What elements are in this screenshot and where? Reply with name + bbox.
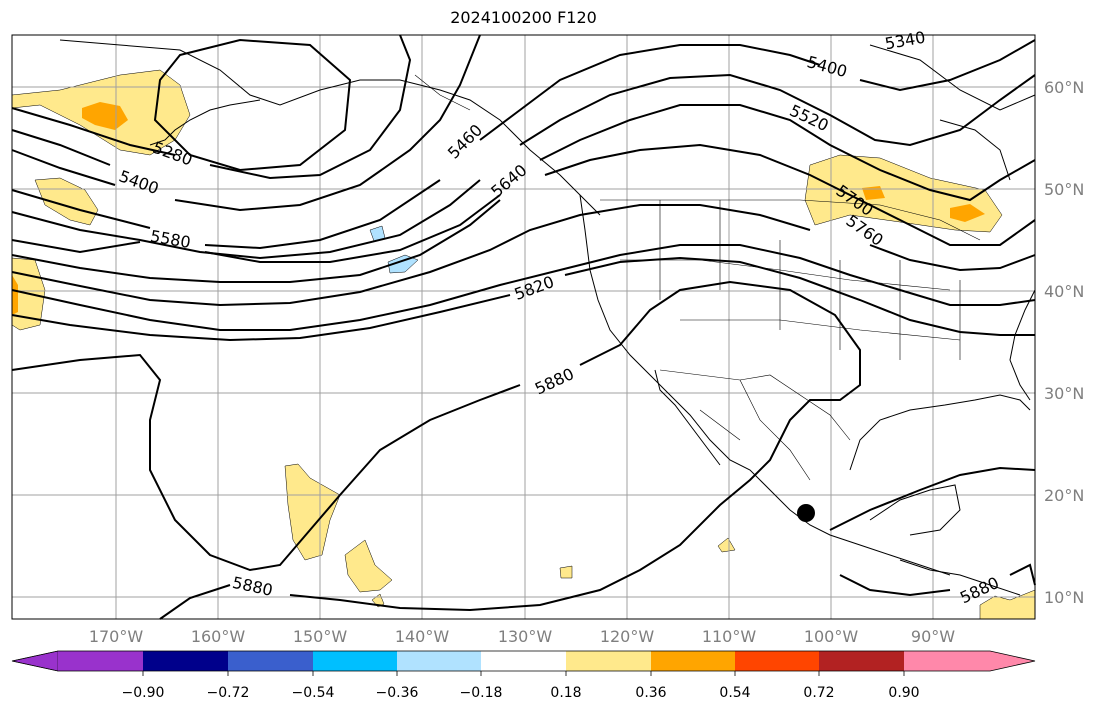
shade-pacific-small [34, 177, 99, 226]
coast-yucatan [869, 484, 961, 536]
contour-5520 [11, 73, 1036, 260]
lat-label-10n: 10°N [1044, 588, 1084, 607]
lon-label-120w: 120°W [600, 627, 655, 646]
hudson-bay [939, 119, 1011, 181]
lon-label-130w: 130°W [498, 627, 553, 646]
colorbar-extend-low [11, 650, 59, 672]
contour-5640 [11, 143, 1036, 283]
lat-label-30n: 30°N [1044, 384, 1084, 403]
shade-hawaii-b [344, 539, 393, 593]
lon-label-110w: 110°W [702, 627, 757, 646]
shade-great-lakes-core-b [950, 204, 985, 222]
map-background [12, 35, 1035, 619]
colorbar: −0.90 −0.72 −0.54 −0.36 −0.18 0.18 0.36 … [11, 650, 1036, 701]
contour-5880-south [159, 584, 231, 620]
coast-east-us [1009, 289, 1036, 401]
map-frame [11, 34, 1036, 620]
lat-label-50n: 50°N [1044, 180, 1084, 199]
lon-label-160w: 160°W [191, 627, 246, 646]
lon-label-150w: 150°W [293, 627, 348, 646]
colorbar-segment [819, 651, 904, 671]
colorbar-tick-label: −0.90 [122, 685, 165, 701]
height-contours [11, 34, 1036, 620]
border-us-canada [600, 199, 981, 241]
colorbar-segment [228, 651, 313, 671]
colorbar-segment [58, 651, 143, 671]
contour-5880-east [829, 466, 1036, 597]
contour-5400 [11, 34, 481, 212]
contour-5880-west [11, 280, 861, 612]
coast-baja [654, 369, 721, 466]
colorbar-tick-label: −0.36 [376, 685, 419, 701]
graticule [12, 35, 1035, 619]
colorbar-segment [651, 651, 735, 671]
colorbar-segment [735, 651, 819, 671]
colorbar-tick-label: 0.90 [888, 685, 919, 701]
colorbar-segment [481, 651, 566, 671]
colorbar-tick-label: 0.54 [719, 685, 750, 701]
coast-alaska [59, 39, 601, 216]
colorbar-segment [566, 651, 651, 671]
colorbar-segment [143, 651, 228, 671]
lat-label-20n: 20°N [1044, 486, 1084, 505]
colorbar-tick-label: −0.72 [207, 685, 250, 701]
lat-label-40n: 40°N [1044, 282, 1084, 301]
lon-label-90w: 90°W [911, 627, 955, 646]
coast-gulf-of-mexico [849, 394, 1031, 471]
shade-west-edge-core [12, 275, 18, 315]
shade-hawaii-a [284, 463, 341, 561]
shade-dot-b [717, 537, 736, 553]
map-title: 2024100200 F120 [450, 8, 597, 27]
colorbar-extend-high [904, 651, 1035, 671]
coast-canada-north [869, 44, 1036, 111]
colorbar-segment [397, 651, 481, 671]
coast-central-america [899, 559, 1021, 596]
coast-west-us [579, 194, 951, 576]
colorbar-tick-label: −0.54 [292, 685, 335, 701]
border-alaska-canada [414, 74, 471, 111]
colorbar-tick-label: −0.18 [460, 685, 503, 701]
coast-aleutians [149, 99, 261, 146]
shade-blue-b [387, 254, 419, 274]
shade-dot-a [559, 565, 573, 579]
contour-5580 [11, 104, 1036, 263]
coastlines [59, 39, 1036, 596]
lat-label-60n: 60°N [1044, 78, 1084, 97]
colorbar-ticks [142, 671, 905, 676]
lon-label-100w: 100°W [804, 627, 859, 646]
colorbar-tick-label: 0.72 [803, 685, 834, 701]
border-us-mexico [659, 369, 851, 441]
border-mexico-states [699, 379, 811, 481]
contour-5760 [11, 244, 1036, 331]
colorbar-segment [313, 651, 397, 671]
contour-low-center [153, 38, 352, 172]
contour-5460 [11, 39, 1036, 250]
contour-5820 [11, 256, 1035, 342]
colorbar-tick-label: 0.18 [550, 685, 581, 701]
contour-5700 [11, 204, 1036, 307]
contour-5340 [11, 129, 111, 166]
colorbar-tick-label: 0.36 [635, 685, 666, 701]
colorbar-outline [11, 650, 1036, 672]
contour-5280 [11, 34, 412, 180]
storm-position-marker [797, 504, 815, 522]
lon-label-170w: 170°W [89, 627, 144, 646]
lat-labels: 60°N 50°N 40°N 30°N 20°N 10°N [1044, 78, 1084, 607]
state-lines-b [620, 259, 961, 341]
lon-labels: 170°W 160°W 150°W 140°W 130°W 120°W 110°… [89, 627, 955, 646]
lon-label-140w: 140°W [395, 627, 450, 646]
